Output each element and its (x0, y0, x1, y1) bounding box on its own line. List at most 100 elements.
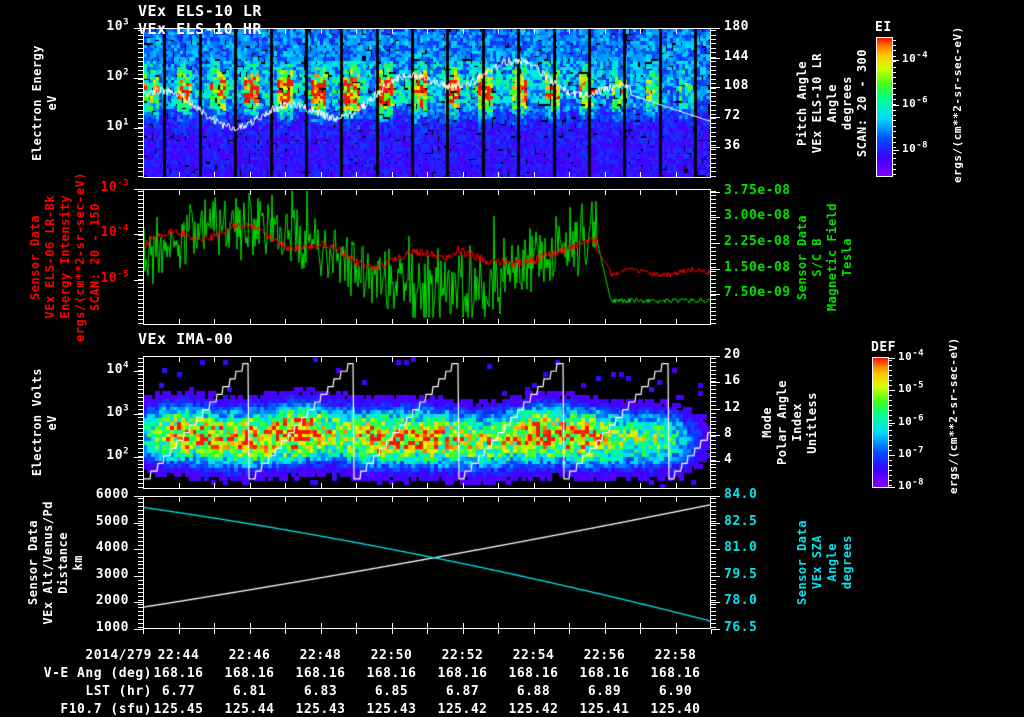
ytick-minor (138, 88, 143, 89)
ytick (711, 147, 720, 148)
colorbar-tick (893, 150, 899, 151)
ytick-minor (138, 83, 143, 84)
xtick-bottom (179, 172, 180, 178)
ytick-minor (138, 424, 143, 425)
colorbar-tick-minor (889, 400, 892, 401)
ytick-minor (711, 600, 716, 601)
ytick-label-left: 103 (106, 17, 129, 34)
ytick (134, 629, 143, 630)
colorbar-tick-minor (889, 365, 892, 366)
ytick-minor (138, 440, 143, 441)
ytick (711, 356, 720, 357)
xtick-top (463, 356, 464, 362)
ytick-minor (138, 57, 143, 58)
ytick-minor (138, 118, 143, 119)
ytick-minor (711, 545, 716, 546)
ytick-minor (711, 239, 716, 240)
ytick (711, 87, 720, 88)
ytick-minor (138, 79, 143, 80)
ytick-minor (138, 557, 143, 558)
ytick-label-right: 3.00e-08 (724, 208, 791, 224)
colorbar-tick-minor (889, 470, 892, 471)
ytick-minor (711, 105, 716, 106)
ytick-minor (138, 514, 143, 515)
footer-row-label: 2014/279 (85, 648, 152, 663)
ytick (711, 602, 720, 603)
colorbar-tick-minor (893, 142, 896, 143)
xtick-top (285, 496, 286, 502)
ytick-minor (138, 452, 143, 453)
ytick-minor (138, 525, 143, 526)
colorbar-tick-minor (889, 465, 892, 466)
xtick-top (605, 28, 606, 34)
ytick-minor (711, 440, 716, 441)
ytick-minor (711, 231, 716, 232)
ytick-minor (711, 96, 716, 97)
ytick-minor (711, 323, 716, 324)
ytick-minor (711, 283, 716, 284)
xtick-top (498, 28, 499, 34)
footer-cell: 6.81 (232, 684, 267, 699)
colorbar-tick-label: 10-8 (902, 140, 929, 155)
ytick-minor (711, 295, 716, 296)
ytick-minor (711, 417, 716, 418)
ytick-minor (138, 498, 143, 499)
colorbar-tick-minor (893, 104, 896, 105)
ytick-minor (138, 163, 143, 164)
ytick-minor (711, 227, 716, 228)
colorbar-title: EI (875, 20, 892, 35)
colorbar-tick-minor (893, 50, 896, 51)
ytick-minor (138, 421, 143, 422)
colorbar-tick-minor (893, 56, 896, 57)
ytick-minor (711, 498, 716, 499)
ytick-minor (711, 568, 716, 569)
colorbar-tick-minor (889, 435, 892, 436)
xtick-top (498, 356, 499, 362)
footer-cell: 125.43 (295, 702, 346, 717)
axis-label-line: Polar Angle (775, 380, 789, 465)
footer-cell: 125.42 (437, 702, 488, 717)
ytick-minor (711, 553, 716, 554)
ytick-minor (711, 619, 716, 620)
colorbar-tick-minor (893, 40, 896, 41)
ytick-minor (138, 580, 143, 581)
ytick-minor (138, 291, 143, 292)
bottom-axis-tick (214, 629, 215, 634)
ytick (134, 496, 143, 497)
ytick-minor (138, 127, 143, 128)
xtick-bottom (321, 623, 322, 629)
xtick-bottom (214, 172, 215, 178)
ytick-minor (138, 370, 143, 371)
ytick-minor (711, 154, 716, 155)
ytick-minor (711, 397, 716, 398)
ytick-minor (138, 436, 143, 437)
ytick-label-left: 10-5 (100, 269, 129, 286)
colorbar-tick-minor (889, 440, 892, 441)
ytick-minor (138, 114, 143, 115)
ytick-minor (711, 389, 716, 390)
ytick-minor (711, 123, 716, 124)
ytick-minor (138, 374, 143, 375)
panel-ima-spectrogram (143, 356, 711, 489)
ytick-minor (138, 561, 143, 562)
ytick-minor (711, 362, 716, 363)
ytick-minor (711, 141, 716, 142)
colorbar-tick-minor (893, 158, 896, 159)
colorbar-tick-minor (889, 395, 892, 396)
axis-label-line: Tesla (840, 237, 854, 277)
ytick-minor (138, 235, 143, 236)
footer-cell: 168.16 (508, 666, 559, 681)
ytick-minor (138, 413, 143, 414)
xtick-bottom (392, 483, 393, 489)
ytick-minor (711, 136, 716, 137)
colorbar-tick-label: 10-4 (902, 49, 929, 65)
colorbar-tick-minor (893, 126, 896, 127)
ytick-minor (138, 401, 143, 402)
xtick-top (534, 189, 535, 195)
ytick-minor (138, 61, 143, 62)
xtick-top (640, 28, 641, 34)
xtick-bottom (605, 623, 606, 629)
colorbar-tick-minor (893, 88, 896, 89)
ytick-minor (138, 307, 143, 308)
ytick-minor (138, 171, 143, 172)
